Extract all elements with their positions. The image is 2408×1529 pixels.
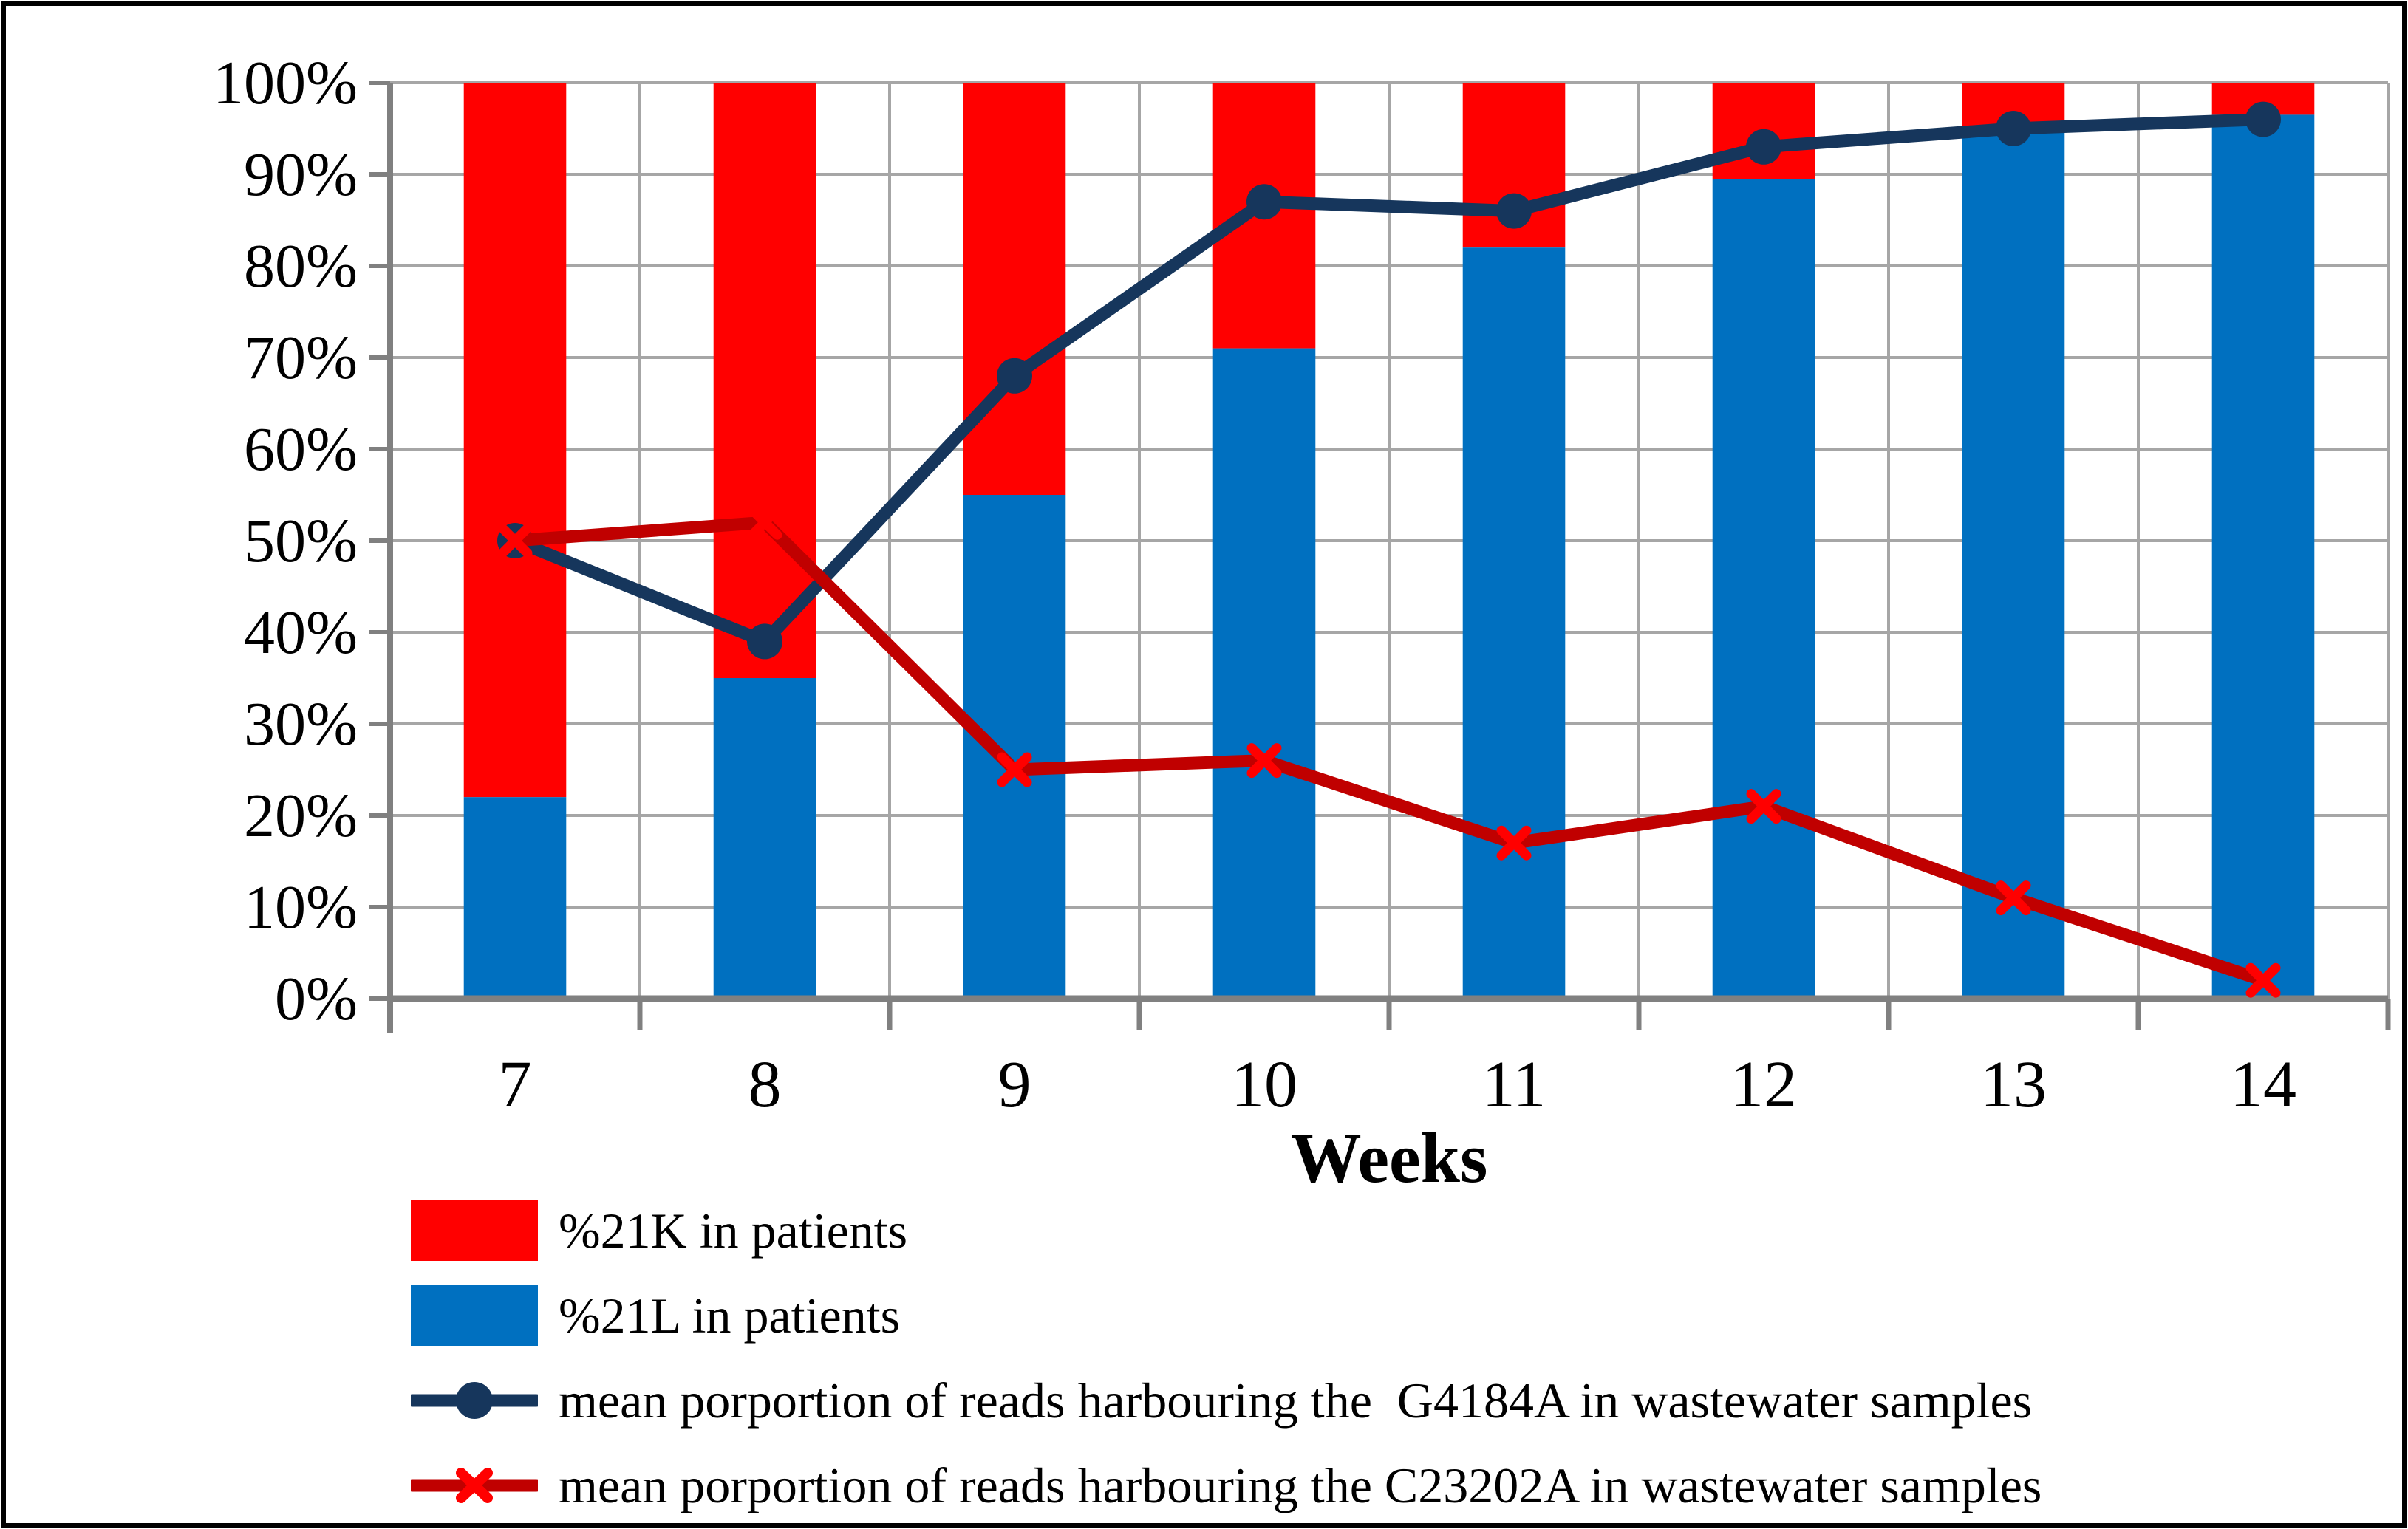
x-tick-label-11: 11	[1482, 1048, 1546, 1121]
legend: %21K in patients %21L in patients mean p…	[411, 1197, 2042, 1523]
y-tick-label-90%: 90%	[244, 140, 358, 209]
y-tick-label-60%: 60%	[244, 415, 358, 484]
legend-label-g4184a: mean porportion of reads harbouring the …	[559, 1372, 2033, 1429]
legend-item-21L: %21L in patients	[411, 1282, 2042, 1350]
y-tick-label-30%: 30%	[244, 690, 358, 759]
x-tick-label-12: 12	[1730, 1048, 1797, 1121]
legend-label-21L: %21L in patients	[559, 1287, 901, 1344]
marker-c23202a-week-8	[747, 504, 782, 540]
bar-21L-week-13	[1962, 129, 2065, 999]
x-tick-label-9: 9	[998, 1048, 1031, 1121]
marker-g4184a-week-9	[997, 358, 1032, 394]
bar-21L-week-9	[963, 495, 1066, 999]
bar-21K-week-9	[963, 83, 1066, 495]
marker-c23202a-week-12	[1746, 789, 1781, 824]
grid-layer	[390, 81, 2390, 999]
marker-g4184a-week-8	[747, 623, 782, 660]
bar-21L-week-12	[1712, 179, 1815, 999]
tick-label-layer: 0% 10% 20% 30% 40% 50% 60% 70% 80% 90% 100% 7 8 9 10 11…	[213, 49, 2296, 1121]
marker-g4184a-week-14	[2245, 101, 2281, 137]
bar-21L-week-11	[1462, 247, 1566, 999]
x-tick-label-7: 7	[499, 1048, 532, 1121]
bar-21L-week-8	[713, 678, 816, 999]
legend-swatch-g4184a	[411, 1366, 538, 1434]
bar-21K-week-8	[713, 83, 816, 678]
line-layer	[497, 101, 2281, 998]
legend-item-21K: %21K in patients	[411, 1197, 2042, 1265]
legend-swatch-21K	[411, 1200, 538, 1261]
darkred-line-x-marker-icon	[411, 1468, 538, 1503]
y-tick-label-50%: 50%	[244, 507, 358, 575]
x-tick-label-14: 14	[2230, 1048, 2296, 1121]
legend-item-g4184a: mean porportion of reads harbouring the …	[411, 1366, 2042, 1434]
marker-c23202a-week-14	[2245, 962, 2281, 998]
marker-c23202a-week-10	[1246, 743, 1282, 779]
marker-g4184a-week-10	[1246, 184, 1282, 220]
legend-label-c23202a: mean porportion of reads harbouring the …	[559, 1457, 2042, 1513]
red-bar-swatch-icon	[411, 1200, 538, 1261]
marker-c23202a-week-9	[997, 752, 1032, 787]
marker-c23202a-week-7	[497, 523, 533, 558]
x-axis-title: Weeks	[1291, 1118, 1488, 1197]
bar-21L-week-7	[463, 797, 567, 999]
bar-layer	[463, 83, 2315, 999]
legend-swatch-c23202a	[411, 1451, 538, 1519]
axis-layer	[369, 81, 2391, 1033]
y-tick-label-20%: 20%	[244, 781, 358, 850]
y-tick-label-0%: 0%	[275, 965, 358, 1033]
line-g4184a	[508, 113, 2270, 648]
marker-g4184a-week-13	[1996, 111, 2031, 146]
bar-21K-week-7	[463, 83, 567, 798]
marker-g4184a-week-12	[1746, 129, 1781, 165]
marker-c23202a-week-11	[1496, 825, 1532, 861]
x-tick-label-8: 8	[748, 1048, 782, 1121]
navy-line-circle-marker-icon	[411, 1382, 538, 1419]
x-tick-label-10: 10	[1231, 1048, 1297, 1121]
bar-21L-week-10	[1212, 348, 1316, 999]
y-tick-label-40%: 40%	[244, 598, 358, 667]
y-tick-label-100%: 100%	[213, 49, 358, 117]
y-tick-label-80%: 80%	[244, 232, 358, 301]
x-tick-label-13: 13	[1980, 1048, 2047, 1121]
legend-item-c23202a: mean porportion of reads harbouring the …	[411, 1451, 2042, 1519]
y-tick-label-70%: 70%	[244, 324, 358, 392]
legend-label-21K: %21K in patients	[559, 1202, 908, 1259]
y-tick-label-10%: 10%	[244, 873, 358, 942]
bar-21L-week-14	[2211, 114, 2315, 999]
legend-swatch-21L	[411, 1285, 538, 1346]
blue-bar-swatch-icon	[411, 1285, 538, 1346]
stacked-bar-line-chart: 0% 10% 20% 30% 40% 50% 60% 70% 80% 90% 100% 7 8 9 10 11…	[213, 49, 2391, 1197]
marker-c23202a-week-13	[1996, 880, 2031, 916]
marker-g4184a-week-11	[1496, 193, 1532, 229]
line-c23202a	[508, 516, 2270, 987]
